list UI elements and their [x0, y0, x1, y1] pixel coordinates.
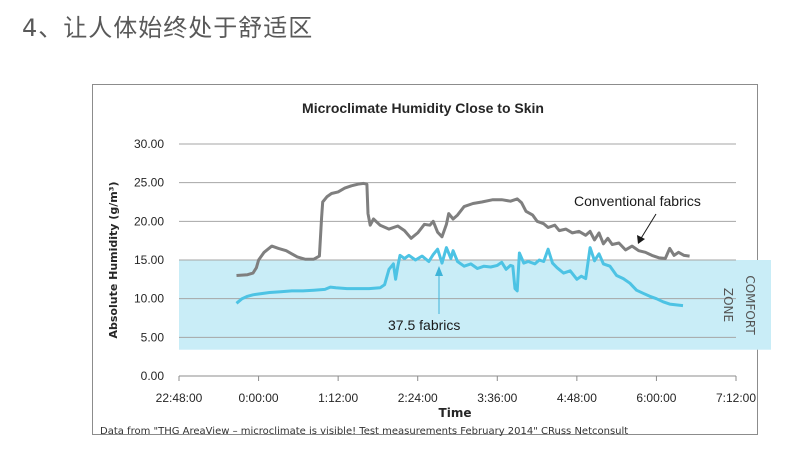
page-heading: 4、让人体始终处于舒适区 [22, 14, 314, 42]
x-tick-marks [178, 376, 737, 381]
y-axis-label: Absolute Humidity (g/m³) [107, 181, 120, 338]
x-tick-label: 1:12:00 [318, 391, 358, 405]
y-tick-labels: 0.00 5.00 10.00 15.00 20.00 25.00 30.00 [134, 137, 164, 383]
y-tick-label: 5.00 [141, 330, 165, 344]
source-note: Data from "THG AreaView – microclimate i… [100, 426, 629, 437]
x-tick-labels: 22:48:00 0:00:00 1:12:00 2:24:00 3:36:00 4:48… [156, 391, 757, 405]
y-tick-label: 15.00 [134, 253, 164, 267]
x-tick-label: 22:48:00 [156, 391, 203, 405]
y-tick-label: 10.00 [134, 292, 164, 306]
annotation-conventional: Conventional fabrics [574, 193, 701, 209]
annotation-37-5: 37.5 fabrics [388, 317, 460, 333]
chart-title: Microclimate Humidity Close to Skin [302, 100, 544, 116]
annotation-arrowhead-37-5 [435, 266, 443, 276]
y-tick-label: 25.00 [134, 176, 164, 190]
x-tick-label: 4:48:00 [557, 391, 597, 405]
comfort-zone-label-line2: ZONE [721, 288, 735, 322]
series-line-conventional [236, 181, 690, 277]
comfort-zone-label-line1: COMFORT [743, 275, 757, 335]
x-tick-label: 6:00:00 [636, 391, 676, 405]
x-axis-label: Time [439, 406, 472, 420]
y-tick-label: 20.00 [134, 214, 164, 228]
x-tick-label: 3:36:00 [477, 391, 517, 405]
y-tick-label: 0.00 [141, 369, 165, 383]
annotation-arrowhead-conventional [637, 235, 645, 244]
x-tick-label: 7:12:00 [716, 391, 756, 405]
x-tick-label: 0:00:00 [239, 391, 279, 405]
series-line-37-5 [235, 246, 684, 308]
annotation-arrow-conventional [639, 213, 657, 241]
y-tick-label: 30.00 [134, 137, 164, 151]
x-tick-label: 2:24:00 [398, 391, 438, 405]
